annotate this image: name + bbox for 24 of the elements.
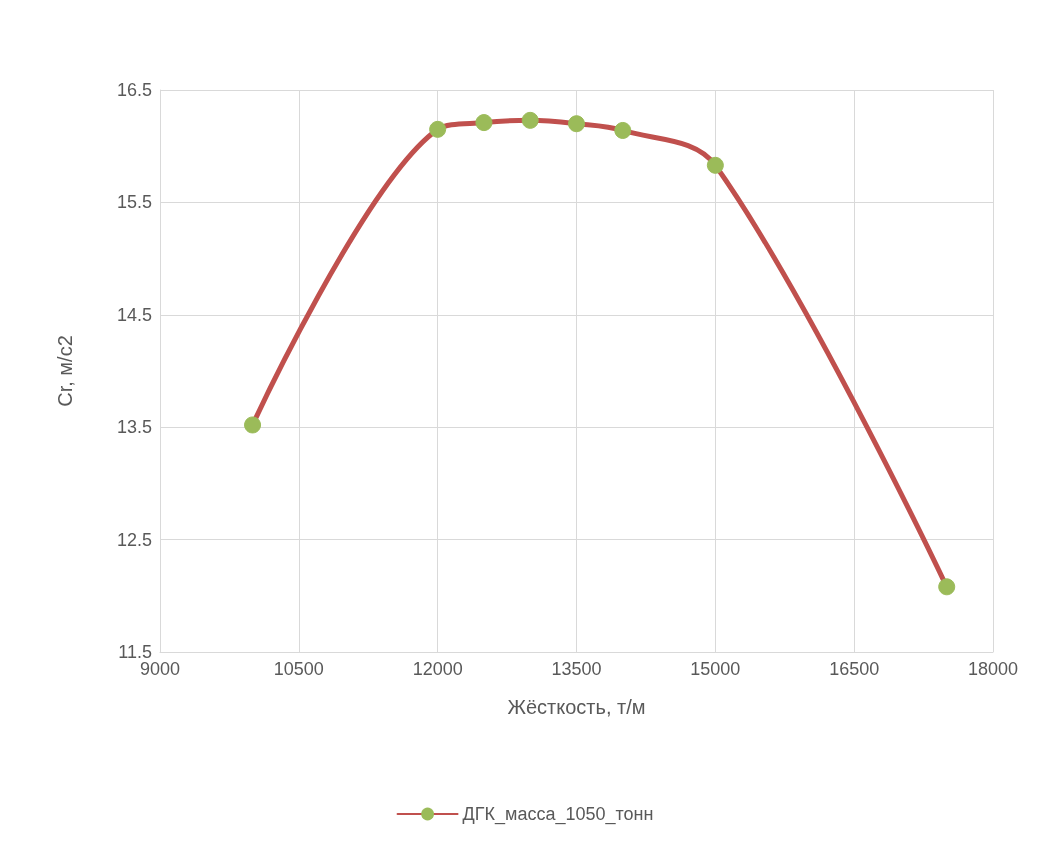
point xyxy=(614,121,632,139)
y-tick-label: 16.5 xyxy=(116,80,152,100)
y-tick-label: 14.5 xyxy=(116,304,152,325)
point xyxy=(568,115,585,133)
x-tick-label: 15000 xyxy=(690,659,741,679)
y-tick-label: 15.5 xyxy=(116,192,152,213)
x-tick-label: 9000 xyxy=(139,659,181,679)
point xyxy=(429,120,447,138)
point xyxy=(706,156,724,174)
y-tick-label: 13.5 xyxy=(116,417,152,438)
point xyxy=(521,111,539,129)
legend-label: ДГК_масса_1050_тонн xyxy=(462,804,654,825)
point xyxy=(475,114,493,132)
x-tick-label: 13500 xyxy=(551,659,602,679)
x-axis-title: Жёсткость, т/м xyxy=(507,696,646,718)
x-tick-label: 16500 xyxy=(829,659,880,679)
point xyxy=(244,416,262,434)
y-axis-title: Cr, м/с2 xyxy=(54,335,76,407)
y-tick-label: 12.5 xyxy=(116,529,152,550)
x-tick-label: 12000 xyxy=(412,659,463,679)
x-tick-label: 10500 xyxy=(273,659,324,679)
point xyxy=(938,578,956,596)
x-tick-label: 18000 xyxy=(967,659,1019,679)
y-tick-label: 11.5 xyxy=(118,642,152,662)
